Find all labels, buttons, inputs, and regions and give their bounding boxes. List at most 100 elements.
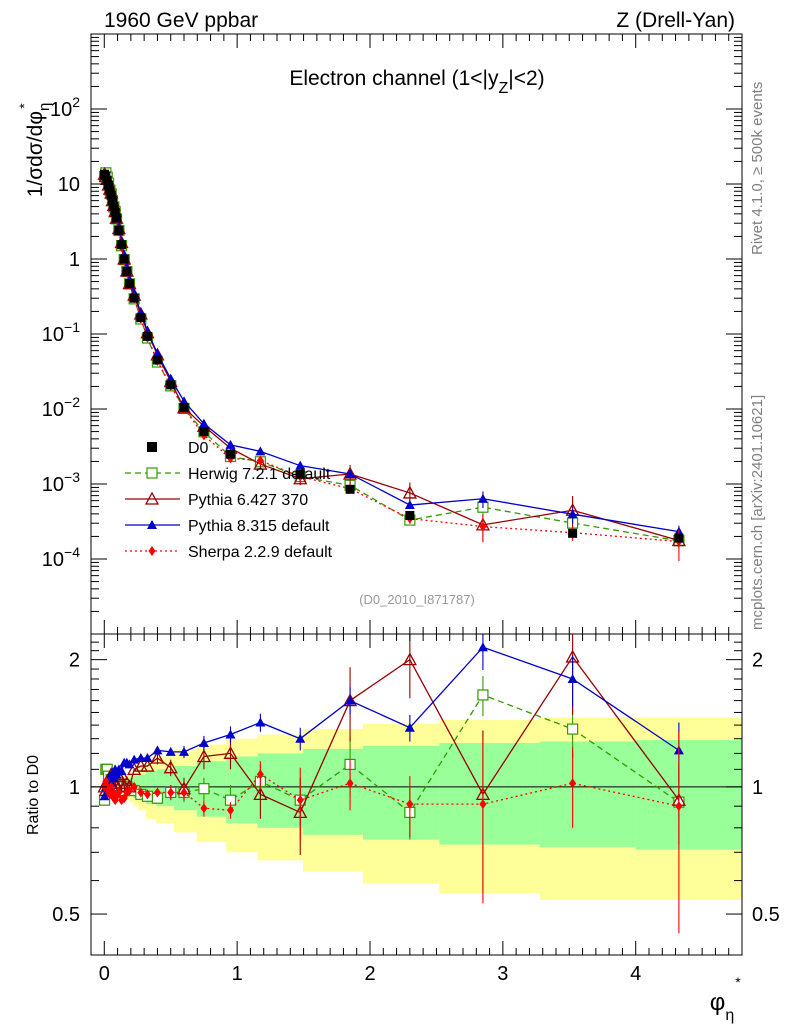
pythia-6-427-370-ratio-point xyxy=(140,758,155,772)
x-tick-label: 3 xyxy=(497,963,508,985)
pythia-8-315-default-ratio-point xyxy=(116,766,127,776)
y-tick-label: 1 xyxy=(69,249,80,271)
sherpa-2-2-9-default-ratio-point xyxy=(296,795,304,806)
band-inner xyxy=(362,745,440,840)
pythia-8-315-default-point xyxy=(198,418,209,428)
herwig-7-2-1-default-ratio-point xyxy=(567,723,579,735)
sherpa-2-2-9-default-ratio-point xyxy=(200,803,208,814)
main-panel-series xyxy=(97,166,686,561)
pythia-8-315-default-point xyxy=(345,468,356,478)
herwig-7-2-1-default-ratio-point xyxy=(477,689,489,701)
pythia-8-315-default-point xyxy=(404,500,415,510)
d0-data-point xyxy=(152,355,162,365)
sherpa-2-2-9-default-ratio-point xyxy=(227,805,234,816)
d0-data-point xyxy=(674,533,684,543)
sherpa-2-2-9-default-ratio-point xyxy=(137,787,145,798)
d0-data-point xyxy=(125,279,135,289)
d0-data-point xyxy=(129,293,139,303)
legend: D0 Herwig 7.2.1 default Pythia 6.427 370 Py… xyxy=(125,440,333,561)
energy-label: 1960 GeV ppbar xyxy=(104,9,258,32)
ratio-tick-label: 0.5 xyxy=(52,904,80,926)
pythia-8-315-default-point xyxy=(152,348,163,358)
pythia-6-427-370-line xyxy=(103,173,680,542)
pythia-8-315-default-ratio-point xyxy=(111,769,122,779)
legend-label: Pythia 6.427 370 xyxy=(188,492,308,509)
ratio-panel-series xyxy=(97,634,686,934)
pythia-8-315-default-point xyxy=(225,439,236,449)
d0-data-point xyxy=(110,207,120,217)
legend-entry: Sherpa 2.2.9 default xyxy=(125,544,333,561)
pythia-6-427-370-ratio-point xyxy=(150,750,165,764)
pythia-6-427-370-ratio-point xyxy=(253,786,268,800)
sherpa-2-2-9-default-line xyxy=(104,173,679,543)
d0-data-point xyxy=(166,380,176,390)
sherpa-2-2-9-default-ratio-point xyxy=(180,787,188,798)
d0-data-point xyxy=(345,484,355,494)
ratio-uncertainty-band xyxy=(91,717,742,900)
d0-data-point xyxy=(106,190,116,200)
band-inner xyxy=(439,742,541,845)
ratio-axis-title: Ratio to D0 xyxy=(25,755,42,835)
legend-label: Sherpa 2.2.9 default xyxy=(188,544,333,561)
svg-text:φη: φη xyxy=(710,989,734,1024)
y-tick-label: 10 xyxy=(58,174,80,196)
d0-data-point xyxy=(122,267,132,277)
pythia-8-315-default-ratio-point xyxy=(255,717,266,727)
legend-marker xyxy=(147,520,157,529)
sherpa-2-2-9-default-point xyxy=(479,521,487,532)
sherpa-2-2-9-default-ratio-point xyxy=(130,781,138,792)
pythia-8-315-default-ratio-point xyxy=(477,642,488,652)
legend-entry: Pythia 8.315 default xyxy=(125,518,330,535)
pythia-8-315-default-ratio-point xyxy=(152,745,163,755)
y-axis-title: 1/σdσ/dφη* xyxy=(16,103,53,198)
x-axis-title: φη * xyxy=(710,974,742,1024)
pythia-8-315-default-ratio-point xyxy=(124,759,135,769)
legend-label: D0 xyxy=(188,440,209,457)
pythia-8-315-default-ratio-point xyxy=(142,753,153,763)
sherpa-2-2-9-default-ratio-point xyxy=(153,787,161,798)
pythia-8-315-default-ratio-point xyxy=(198,737,209,747)
pythia-6-427-370-point xyxy=(402,485,417,499)
axes: 0 1 2 3 4 10−4 10−3 10−2 10−1 1 10 102 0.5 0.5 1 1 2 2 xyxy=(42,34,780,985)
d0-data-point xyxy=(108,196,118,206)
legend-marker xyxy=(148,546,156,556)
ratio-tick-label: 1 xyxy=(69,777,80,799)
sherpa-2-2-9-default-ratio-point xyxy=(115,787,123,798)
legend-marker xyxy=(144,491,160,505)
pythia-8-315-default-ratio-point xyxy=(225,729,236,739)
x-tick-label: 2 xyxy=(364,963,375,985)
x-tick-label: 1 xyxy=(232,963,243,985)
legend-entry: D0 xyxy=(147,440,209,457)
legend-entry: Herwig 7.2.1 default xyxy=(125,466,331,483)
pythia-8-315-default-ratio-point xyxy=(567,673,578,683)
d0-data-point xyxy=(405,511,415,521)
pythia-8-315-default-point xyxy=(295,460,306,470)
d0-data-point xyxy=(105,185,115,195)
ratio-panel-frame xyxy=(90,633,743,956)
analysis-id: (D0_2010_I871787) xyxy=(359,592,475,607)
pythia-8-315-default-point xyxy=(477,493,488,503)
sherpa-2-2-9-default-ratio-point xyxy=(569,778,577,789)
svg-text:*: * xyxy=(735,974,741,990)
band-inner xyxy=(539,741,637,848)
pythia-8-315-default-ratio-point xyxy=(404,722,415,732)
d0-data-point xyxy=(136,313,146,323)
chart-title: Electron channel (1<|yZ|<2) xyxy=(289,67,544,97)
d0-data-point xyxy=(226,449,235,459)
legend-marker xyxy=(147,442,157,452)
pythia-8-315-default-ratio-point xyxy=(165,746,176,756)
y-tick-label: 10−3 xyxy=(42,469,80,496)
legend-label: Herwig 7.2.1 default xyxy=(188,466,331,483)
pythia-6-427-370-point xyxy=(253,456,268,470)
d0-data-point xyxy=(179,402,189,412)
pythia-8-315-default-ratio-point xyxy=(135,753,146,763)
ratio-tick-label-right: 2 xyxy=(752,650,763,672)
svg-text:1/σdσ/dφη*: 1/σdσ/dφη* xyxy=(16,103,53,198)
d0-data-point xyxy=(119,254,129,264)
band-inner xyxy=(145,771,157,805)
d0-data-point xyxy=(114,225,124,235)
sherpa-2-2-9-default-ratio-point xyxy=(675,801,683,812)
d0-data-point xyxy=(109,202,119,212)
pythia-6-427-370-ratio-point xyxy=(196,749,212,763)
